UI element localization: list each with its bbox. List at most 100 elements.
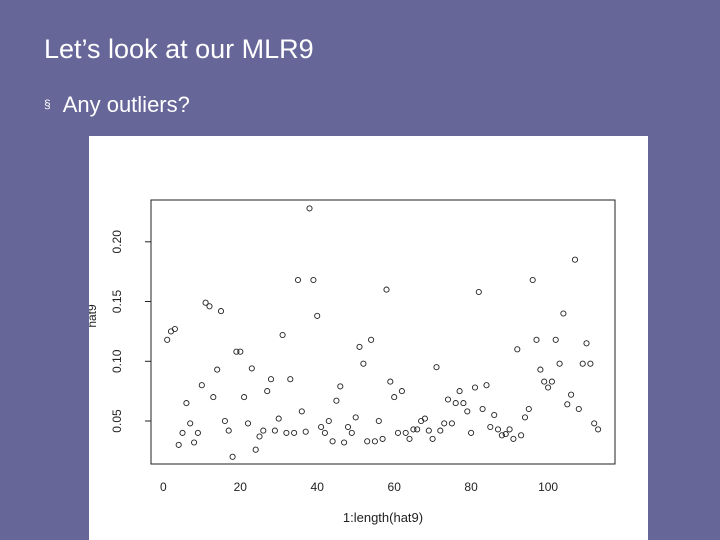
data-point [260, 427, 267, 434]
data-point [375, 417, 382, 425]
x-axis-label: 1:length(hat9) [343, 510, 423, 525]
data-point [368, 336, 375, 343]
bullet-item: § Any outliers? [44, 92, 190, 118]
data-point [452, 400, 459, 407]
data-point [487, 423, 494, 431]
data-point [287, 376, 294, 383]
x-tick-label: 0 [160, 480, 167, 494]
data-point [318, 423, 325, 431]
data-point [444, 396, 452, 403]
data-point [348, 429, 355, 436]
data-point [556, 360, 563, 367]
x-tick-label: 60 [388, 480, 402, 494]
y-tick-label: 0.15 [110, 289, 124, 313]
data-point [510, 435, 517, 442]
data-point [175, 441, 182, 448]
data-point [237, 348, 244, 355]
y-axis: 0.05 0.10 0.15 0.20 [110, 230, 151, 433]
data-point [483, 382, 490, 389]
data-point [225, 427, 232, 434]
y-axis-label: hat9 [89, 304, 99, 328]
data-point [283, 429, 290, 436]
data-point [314, 312, 321, 319]
data-point [529, 276, 536, 284]
data-point [425, 427, 432, 434]
bullet-text: Any outliers? [62, 92, 190, 117]
data-point [568, 391, 575, 398]
data-point [410, 426, 417, 433]
data-point [187, 420, 194, 427]
data-point [514, 346, 521, 353]
data-point [379, 435, 386, 442]
data-point [333, 397, 340, 404]
data-point [164, 336, 171, 343]
data-point [198, 382, 205, 389]
data-point [521, 414, 529, 421]
data-point [587, 360, 594, 367]
data-point [479, 405, 486, 413]
data-point [337, 383, 344, 390]
data-point [471, 384, 479, 391]
data-point [464, 408, 471, 415]
data-point [210, 394, 217, 401]
data-point [183, 400, 190, 407]
data-point [256, 433, 263, 440]
data-point [387, 378, 394, 385]
data-point [552, 336, 559, 343]
data-point [421, 415, 428, 422]
data-point [418, 417, 425, 425]
data-point [217, 308, 225, 315]
plot-panel: 0 20 40 60 80 100 0.05 0.10 0.15 0.20 1:length(h… [89, 136, 648, 540]
data-point [571, 256, 579, 263]
data-point [356, 343, 363, 350]
data-point [394, 429, 402, 436]
data-point [460, 400, 467, 407]
data-point [294, 276, 302, 284]
data-point [171, 325, 178, 333]
data-point [414, 426, 421, 433]
data-point [583, 340, 590, 347]
data-point [306, 205, 313, 212]
data-point [595, 426, 602, 433]
data-point [191, 439, 198, 446]
data-point [429, 435, 436, 442]
data-point [264, 388, 271, 395]
data-point [575, 405, 582, 413]
data-point [402, 429, 409, 436]
x-axis: 0 20 40 60 80 100 [160, 480, 558, 494]
data-point [179, 429, 186, 436]
data-point [302, 428, 309, 435]
data-point [448, 420, 455, 427]
scatter-plot: 0 20 40 60 80 100 0.05 0.10 0.15 0.20 1:length(h… [89, 199, 616, 525]
data-point [579, 360, 586, 367]
data-point [591, 420, 598, 427]
data-point [545, 384, 552, 391]
data-point [229, 453, 236, 460]
data-point [275, 415, 282, 422]
x-tick-label: 40 [311, 480, 325, 494]
data-point [291, 429, 298, 436]
data-point [360, 360, 367, 367]
y-tick-label: 0.10 [110, 349, 124, 373]
data-point [341, 439, 348, 446]
data-point [456, 388, 463, 395]
data-point [267, 376, 275, 383]
data-point [383, 286, 390, 293]
data-point [325, 417, 332, 425]
data-point [206, 303, 213, 310]
data-point [371, 438, 378, 445]
data-point [518, 432, 525, 439]
data-point [391, 394, 398, 401]
data-point [233, 348, 240, 355]
y-tick-label: 0.20 [110, 230, 124, 254]
data-point [398, 388, 405, 395]
data-point [364, 438, 371, 445]
data-point [475, 288, 482, 296]
data-point [441, 420, 448, 427]
data-point [321, 429, 328, 436]
data-point [279, 331, 286, 339]
data-point [548, 378, 555, 385]
data-point [502, 431, 509, 438]
data-point [214, 366, 221, 373]
data-point [560, 310, 567, 317]
